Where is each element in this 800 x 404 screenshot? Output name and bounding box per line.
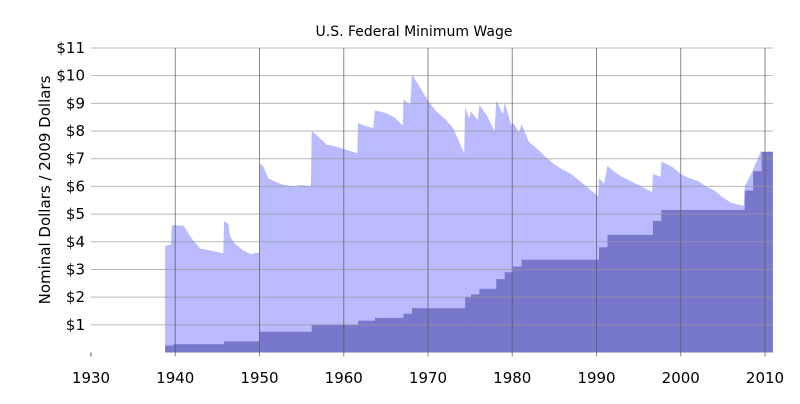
y-tick-label: $11 [56,39,85,57]
chart-title: U.S. Federal Minimum Wage [316,24,513,40]
x-tick-label: 1990 [577,369,615,387]
nominal-wage-step [165,345,174,353]
nominal-wage-step [652,221,662,353]
nominal-wage-step [607,234,654,353]
nominal-wage-step [761,151,773,353]
nominal-wage-step [470,294,480,353]
nominal-wage-step [521,259,600,353]
nominal-wage-step [496,279,505,353]
y-tick-label: $1 [66,316,85,334]
nominal-wage-step [744,190,754,353]
y-tick-label: $7 [66,150,85,168]
x-tick-label: 1970 [409,369,447,387]
y-tick-label: $4 [66,233,85,251]
y-tick-label: $2 [66,288,85,306]
nominal-wage-step [403,313,413,353]
x-tick-label: 1980 [493,369,531,387]
y-axis-ticks: $1 $2 $3 $4 $5 $6 $7 $8 $9 $10 $11 [56,39,85,334]
nominal-wage-step [513,266,522,353]
y-tick-label: $9 [66,94,85,112]
nominal-wage-step [504,272,514,353]
y-tick-label: $3 [66,260,85,278]
grid [90,47,773,357]
nominal-wage-step [374,317,404,353]
nominal-wage-step [479,288,497,353]
nominal-wage-step [753,171,762,353]
y-tick-label: $10 [56,67,85,85]
x-tick-label: 1950 [240,369,278,387]
y-tick-label: $8 [66,122,85,140]
y-tick-label: $6 [66,177,85,195]
nominal-wage-step [224,341,260,353]
x-tick-label: 2010 [746,369,784,387]
nominal-wage-step [173,344,225,353]
nominal-wage-step [661,209,746,353]
x-tick-label: 1930 [72,369,110,387]
nominal-wage-step [311,324,359,353]
y-axis-label: Nominal Dollars / 2009 Dollars [36,75,54,304]
x-tick-label: 1960 [325,369,363,387]
nominal-wage-step [599,247,608,353]
x-axis-ticks: 1930 1940 1950 1960 1970 1980 1990 2000 2010 [72,369,784,387]
areas [165,74,773,353]
x-tick-label: 1940 [156,369,194,387]
y-tick-label: $5 [66,205,85,223]
nominal-wage-step [411,308,466,353]
nominal-wage-step [259,331,313,353]
nominal-wage-step [358,320,376,353]
x-tick-label: 2000 [662,369,700,387]
